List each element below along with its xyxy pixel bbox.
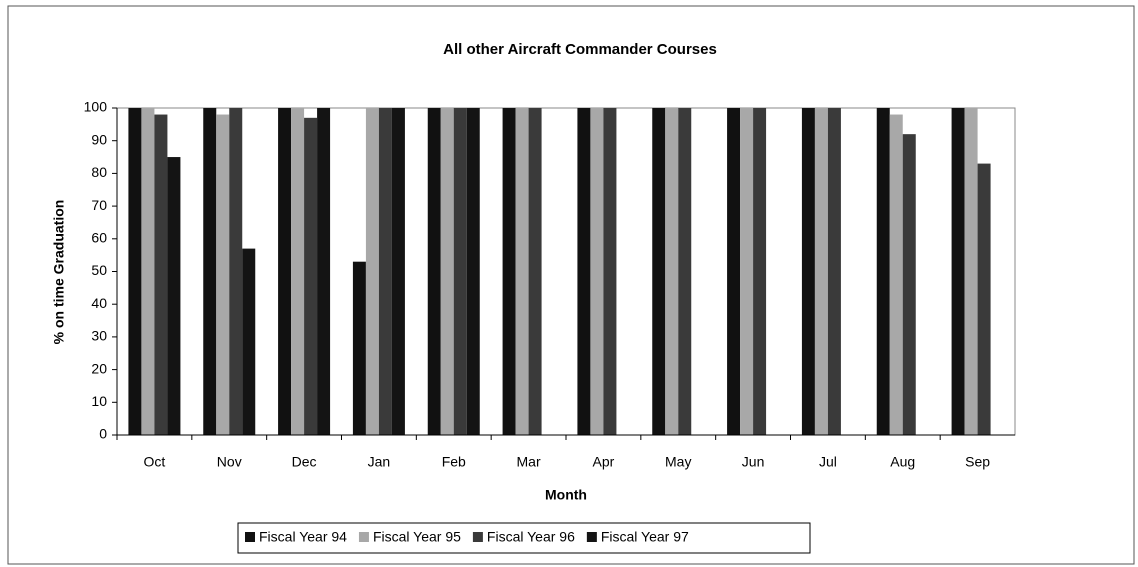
bar [154, 114, 168, 435]
y-tick-label: 30 [91, 328, 107, 344]
x-tick-label: Feb [442, 454, 466, 470]
x-tick-label: May [665, 454, 691, 470]
y-tick-label: 40 [91, 295, 107, 311]
legend-label: Fiscal Year 94 [259, 529, 347, 545]
y-tick-label: 80 [91, 164, 107, 180]
legend-label: Fiscal Year 96 [487, 529, 575, 545]
legend-swatch [472, 532, 483, 542]
bar [466, 108, 480, 435]
y-axis-label: % on time Graduation [51, 200, 67, 345]
x-tick-label: Jun [742, 454, 765, 470]
legend-box [237, 522, 811, 554]
plot-area [116, 107, 1016, 436]
legend-swatch [358, 532, 369, 542]
x-tick-label: Jan [368, 454, 391, 470]
bar [876, 108, 890, 435]
bar [577, 108, 591, 435]
bar [889, 114, 903, 435]
x-tick-label: Sep [965, 454, 990, 470]
bar [229, 108, 243, 435]
y-tick-label: 0 [99, 426, 107, 442]
x-tick-label: Dec [292, 454, 317, 470]
bar [352, 261, 366, 435]
bar [427, 108, 441, 435]
bar [977, 163, 991, 435]
bar [590, 108, 604, 435]
bar [502, 108, 516, 435]
x-tick-label: Jul [819, 454, 837, 470]
bar [203, 108, 217, 435]
bar [317, 108, 331, 435]
bar [603, 108, 617, 435]
bar [678, 108, 692, 435]
bar [278, 108, 292, 435]
y-tick-label: 90 [91, 131, 107, 147]
bar [141, 108, 155, 435]
x-tick-label: Aug [890, 454, 915, 470]
bar [665, 108, 679, 435]
x-tick-label: Mar [517, 454, 541, 470]
bar [391, 108, 405, 435]
bar [216, 114, 230, 435]
legend-swatch [586, 532, 597, 542]
y-tick-label: 20 [91, 360, 107, 376]
bar [453, 108, 467, 435]
x-tick-label: Oct [144, 454, 166, 470]
y-tick-label: 100 [84, 99, 108, 115]
x-axis-label: Month [545, 487, 587, 503]
bar [378, 108, 392, 435]
bar [902, 134, 916, 435]
bar [951, 108, 965, 435]
bar [827, 108, 841, 435]
bar [515, 108, 529, 435]
bar [440, 108, 454, 435]
bar [291, 108, 305, 435]
legend-label: Fiscal Year 97 [601, 529, 689, 545]
bar [242, 248, 256, 435]
bar [814, 108, 828, 435]
bar [652, 108, 666, 435]
bar [304, 117, 318, 435]
bar [727, 108, 741, 435]
bar [740, 108, 754, 435]
bar [167, 157, 181, 436]
bar [964, 108, 978, 435]
chart-title: All other Aircraft Commander Courses [443, 41, 717, 58]
legend-label: Fiscal Year 95 [373, 529, 461, 545]
y-tick-label: 70 [91, 197, 107, 213]
y-tick-label: 10 [91, 393, 107, 409]
bar [801, 108, 815, 435]
bar [365, 108, 379, 435]
legend-swatch [245, 532, 255, 542]
bar [128, 108, 142, 435]
bar [528, 108, 542, 435]
x-tick-label: Apr [593, 454, 615, 470]
y-tick-label: 60 [91, 230, 107, 246]
bar [753, 108, 767, 435]
x-tick-label: Nov [217, 454, 242, 470]
y-tick-label: 50 [91, 262, 107, 278]
